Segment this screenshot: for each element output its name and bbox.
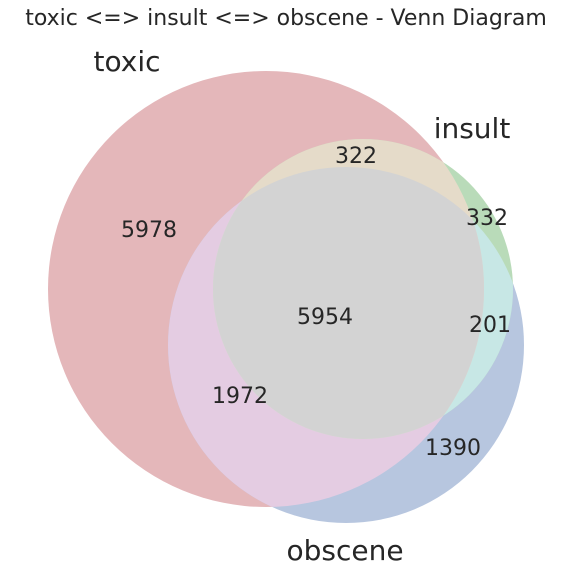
count-obscene-only: 1390 [425, 436, 481, 461]
set-label-obscene: obscene [286, 534, 403, 567]
count-toxic-obscene: 1972 [212, 384, 268, 409]
count-toxic-insult: 322 [335, 144, 377, 169]
count-insult-only: 332 [466, 206, 508, 231]
count-all-three: 5954 [297, 305, 353, 330]
count-insult-obscene: 201 [469, 313, 511, 338]
count-toxic-only: 5978 [121, 218, 177, 243]
set-label-toxic: toxic [94, 45, 161, 78]
set-label-insult: insult [434, 112, 511, 145]
diagram-title: toxic <=> insult <=> obscene - Venn Diag… [25, 6, 547, 31]
